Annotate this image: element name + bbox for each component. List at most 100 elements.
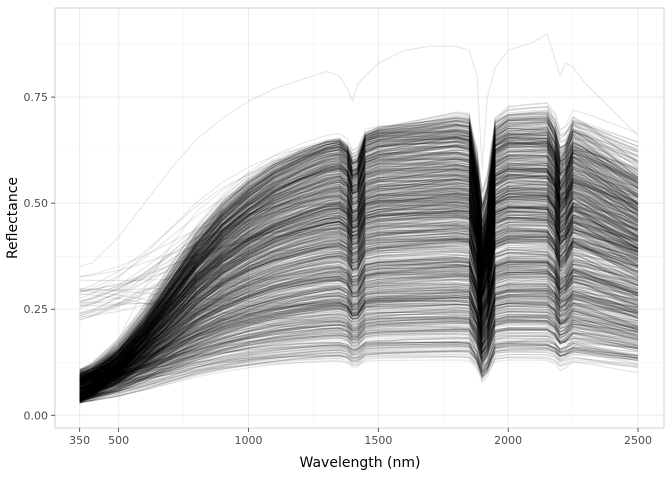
spectrum-line xyxy=(79,198,639,395)
spectrum-line xyxy=(79,310,639,378)
spectrum-line xyxy=(79,178,639,389)
spectrum-line xyxy=(79,271,639,399)
spectrum-line xyxy=(79,344,639,400)
spectrum-line xyxy=(79,183,639,394)
spectrum-line xyxy=(79,207,639,396)
spectrum-line xyxy=(79,295,639,391)
spectrum-line xyxy=(79,168,639,402)
spectrum-line xyxy=(79,141,639,375)
spectrum-line xyxy=(79,233,639,399)
spectrum-line xyxy=(79,198,639,379)
spectrum-line xyxy=(79,132,639,386)
spectrum-line xyxy=(79,127,639,388)
spectrum-line xyxy=(79,137,639,402)
spectrum-line xyxy=(79,238,639,391)
spectrum-line xyxy=(79,287,639,382)
spectrum-line xyxy=(79,131,639,384)
spectrum-line xyxy=(79,210,639,385)
spectrum-line xyxy=(79,313,639,393)
spectrum-line xyxy=(79,184,639,391)
spectrum-line xyxy=(79,265,639,396)
spectrum-line xyxy=(79,136,639,371)
spectrum-line xyxy=(79,225,639,379)
spectrum-line xyxy=(79,208,639,388)
spectrum-line xyxy=(79,297,639,397)
spectrum-line xyxy=(79,206,639,396)
spectrum-line xyxy=(79,119,639,402)
spectrum-line xyxy=(79,235,639,396)
spectrum-line xyxy=(79,131,639,375)
spectrum-line xyxy=(79,224,639,392)
spectrum-line xyxy=(79,326,639,399)
spectrum-line xyxy=(79,175,639,384)
spectrum-line xyxy=(79,190,639,382)
spectrum-line xyxy=(79,250,639,390)
spectrum-line xyxy=(79,194,639,404)
spectrum-line xyxy=(79,313,639,400)
spectrum-line xyxy=(79,199,639,385)
spectrum-line xyxy=(79,185,639,390)
spectrum-line xyxy=(79,265,639,376)
spectrum-line xyxy=(79,293,639,390)
spectrum-line xyxy=(79,254,639,399)
spectrum-line xyxy=(79,167,639,394)
spectrum-line xyxy=(79,224,639,393)
spectrum-line xyxy=(79,248,639,383)
spectrum-line xyxy=(79,164,639,376)
spectrum-line xyxy=(79,155,639,395)
spectrum-line xyxy=(79,238,639,376)
spectrum-line xyxy=(79,225,639,373)
spectrum-line xyxy=(79,117,639,391)
spectrum-line xyxy=(79,195,639,397)
spectrum-line xyxy=(79,330,639,384)
spectrum-line xyxy=(79,295,639,347)
spectrum-line xyxy=(79,134,639,396)
spectrum-line xyxy=(79,219,639,396)
spectrum-line xyxy=(79,177,639,388)
spectrum-line xyxy=(79,299,639,391)
spectrum-line xyxy=(79,290,639,404)
spectrum-line xyxy=(79,171,639,380)
spectrum-line xyxy=(79,187,639,382)
spectrum-line xyxy=(79,142,639,398)
spectrum-line xyxy=(79,206,639,396)
spectrum-line xyxy=(79,232,639,388)
spectrum-line xyxy=(79,239,639,398)
spectrum-line xyxy=(79,198,639,386)
spectrum-line xyxy=(79,315,639,384)
spectrum-line xyxy=(79,341,639,383)
spectrum-line xyxy=(79,326,639,384)
spectrum-line xyxy=(79,273,639,377)
spectrum-line xyxy=(79,289,639,396)
spectrum-line xyxy=(79,351,639,390)
spectrum-line xyxy=(79,174,639,401)
spectrum-line xyxy=(79,188,639,398)
spectrum-line xyxy=(79,131,639,398)
spectrum-line xyxy=(79,309,639,375)
spectrum-line xyxy=(79,219,639,393)
spectrum-line xyxy=(79,186,639,391)
spectrum-line xyxy=(79,188,639,393)
spectrum-line xyxy=(79,128,639,382)
spectrum-line xyxy=(79,191,639,394)
spectrum-line xyxy=(79,299,639,379)
spectrum-line xyxy=(79,242,639,381)
spectrum-line xyxy=(79,319,639,384)
spectrum-line xyxy=(79,168,639,380)
spectrum-line xyxy=(79,309,639,399)
spectrum-line xyxy=(79,171,639,402)
spectrum-line xyxy=(79,327,639,400)
spectrum-line xyxy=(79,221,639,297)
spectrum-line xyxy=(79,259,639,378)
spectrum-line xyxy=(79,119,639,399)
spectrum-line xyxy=(79,229,639,313)
spectrum-line xyxy=(79,168,639,379)
spectrum-line xyxy=(79,216,639,394)
spectrum-line xyxy=(79,298,639,390)
spectrum-line xyxy=(79,349,639,397)
spectrum-line xyxy=(79,197,639,402)
spectrum-line xyxy=(79,115,639,404)
spectrum-line xyxy=(79,186,639,397)
spectrum-line xyxy=(79,180,639,403)
spectrum-line xyxy=(79,203,639,396)
